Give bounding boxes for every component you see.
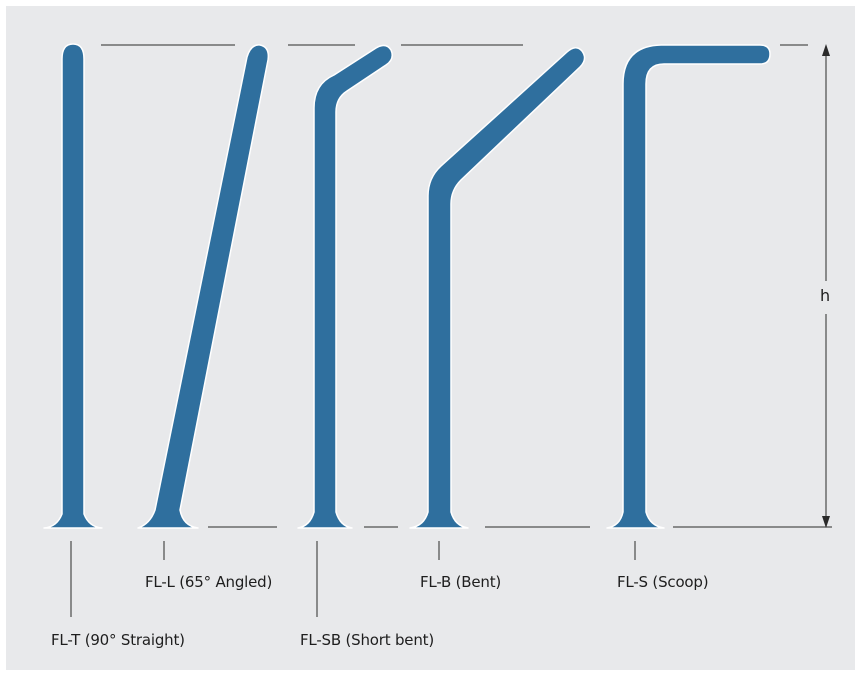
label-fl-t: FL-T (90° Straight) [51, 631, 185, 649]
bar-fl-s [606, 44, 771, 529]
arrowhead-up-icon [822, 44, 830, 56]
height-dimension-arrow [822, 44, 830, 528]
label-fl-s: FL-S (Scoop) [617, 573, 709, 591]
label-fl-l: FL-L (65° Angled) [145, 573, 273, 591]
bar-fl-t [43, 43, 103, 529]
bar-fl-l [137, 44, 270, 529]
arrowhead-down-icon [822, 516, 830, 528]
bar-fl-b [409, 47, 586, 529]
bar-fl-sb [297, 44, 393, 529]
dimension-label-h: h [820, 286, 830, 305]
label-leader-lines [70, 541, 636, 617]
label-fl-sb: FL-SB (Short bent) [300, 631, 434, 649]
label-fl-b: FL-B (Bent) [420, 573, 502, 591]
